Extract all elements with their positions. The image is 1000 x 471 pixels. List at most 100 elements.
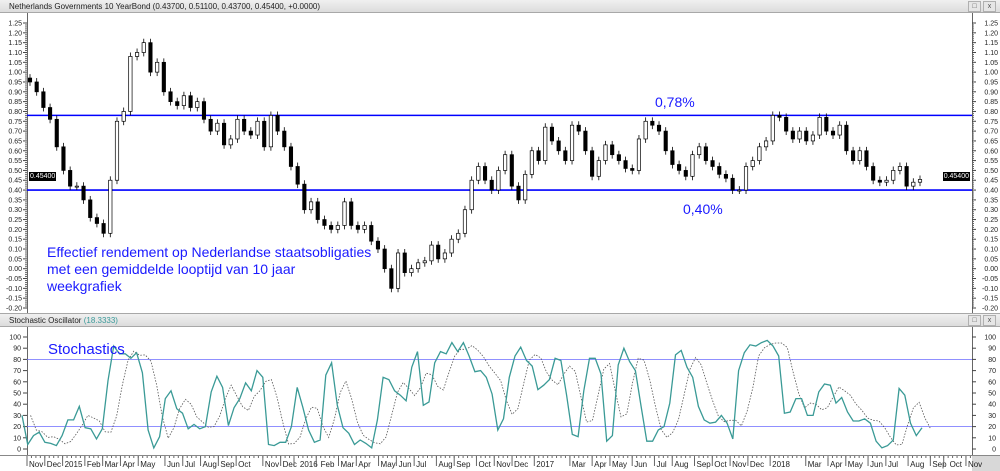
candle: [817, 113, 822, 139]
osc-tick-label: 100: [9, 335, 21, 342]
note-line: Effectief rendement op Nederlandse staat…: [47, 244, 372, 260]
y-tick-label: 0.85: [8, 99, 22, 106]
y-tick-label: 0.05: [984, 256, 998, 263]
oscillator-panel-titlebar: Stochastic Oscillator (18.3333) □ x: [0, 313, 1000, 327]
y-tick-label: 0.70: [8, 129, 22, 136]
x-tick-label: Apr: [358, 460, 371, 469]
osc-tick-label: 80: [13, 357, 21, 364]
y-tick-label: 0.90: [984, 89, 998, 96]
x-tick-label: Oct: [714, 460, 727, 469]
candle: [670, 146, 675, 169]
candle: [482, 162, 488, 185]
candle-body-down: [34, 81, 39, 93]
candle-body-down: [295, 166, 300, 185]
candle-body-up: [837, 124, 842, 136]
y-tick-label: -0.15: [982, 296, 998, 303]
oscillator-name: Stochastic Oscillator: [9, 316, 82, 325]
y-tick-label: 0.75: [984, 119, 998, 126]
candle-body-up: [917, 179, 923, 183]
candle-body-down: [717, 166, 722, 175]
candle: [94, 213, 99, 228]
candle-body-up: [569, 124, 575, 161]
candle: [857, 146, 862, 165]
y-tick-label: 0.80: [8, 109, 22, 116]
y-tick-label: 1.20: [8, 30, 22, 37]
last-price-tag-right: 0.45400: [942, 172, 970, 181]
candle: [362, 221, 367, 234]
y-tick-label: 0.60: [8, 148, 22, 155]
candle-body-down: [777, 115, 782, 118]
x-tick-label: Nov: [29, 460, 43, 469]
candle: [824, 113, 829, 136]
candle: [643, 117, 648, 143]
y-tick-label: 1.15: [8, 40, 22, 47]
candle: [777, 111, 782, 122]
osc-tick-label: 70: [988, 368, 996, 375]
candle: [201, 97, 207, 124]
candle-body-up: [603, 144, 608, 161]
candle: [114, 117, 120, 185]
candle-body-up: [764, 140, 769, 148]
y-tick-label: 0.95: [8, 79, 22, 86]
y-tick-label: 0.35: [8, 197, 22, 204]
y-tick-label: 0.00: [8, 266, 22, 273]
candle-body-up: [884, 179, 889, 183]
candle-body-down: [536, 150, 541, 161]
candle-body-down: [610, 144, 615, 156]
candle-body-down: [248, 130, 253, 136]
x-tick-label: May: [848, 460, 863, 469]
candle-body-down: [871, 166, 876, 181]
candle-body-down: [375, 240, 381, 250]
candle-body-down: [489, 179, 494, 191]
candle: [623, 156, 628, 173]
candle-body-up: [737, 189, 742, 192]
candle-body-down: [369, 225, 374, 242]
candle: [222, 119, 227, 149]
candle: [41, 87, 46, 112]
candle: [837, 121, 842, 139]
candle-body-down: [61, 146, 66, 171]
candle: [402, 249, 407, 277]
candle-body-up: [529, 150, 534, 175]
x-tick-label: Jul: [888, 460, 898, 469]
y-tick-label: 0.70: [984, 129, 998, 136]
candle-body-down: [94, 217, 99, 224]
restore-button[interactable]: □: [968, 315, 981, 326]
candle-body-down: [864, 150, 869, 167]
candle-body-down: [48, 107, 53, 120]
candle-body-down: [670, 150, 675, 165]
candle-body-down: [663, 130, 668, 152]
y-tick-label: 0.05: [8, 256, 22, 263]
candle-body-down: [41, 91, 46, 108]
candle-body-up: [181, 95, 186, 106]
candle: [135, 48, 140, 61]
y-tick-label: 0.10: [984, 247, 998, 254]
candle: [516, 182, 521, 204]
restore-button[interactable]: □: [968, 1, 981, 12]
close-button[interactable]: x: [983, 1, 996, 12]
y-tick-label: 0.15: [8, 237, 22, 244]
osc-tick-label: 60: [988, 379, 996, 386]
candle-body-up: [255, 120, 260, 136]
stoch-d-line: [30, 342, 931, 446]
x-tick-label: Mar: [341, 460, 355, 469]
candle: [442, 249, 447, 263]
candle-body-down: [81, 185, 86, 201]
y-tick-label: 1.10: [8, 50, 22, 57]
candle-body-down: [329, 225, 334, 230]
close-button[interactable]: x: [983, 315, 996, 326]
candle-body-down: [563, 150, 568, 161]
lower-level-label: 0,40%: [683, 201, 723, 217]
candle: [429, 241, 434, 265]
candle: [389, 264, 394, 293]
y-tick-label: 0.25: [984, 217, 998, 224]
x-tick-label: Sep: [932, 460, 947, 469]
candle-body-down: [703, 146, 708, 161]
candle-body-up: [155, 61, 160, 73]
candle: [877, 176, 882, 187]
candle-body-up: [215, 122, 220, 132]
candle-body-up: [543, 126, 548, 161]
candle-body-up: [108, 179, 113, 234]
osc-tick-label: 30: [988, 413, 996, 420]
candle: [469, 176, 474, 214]
